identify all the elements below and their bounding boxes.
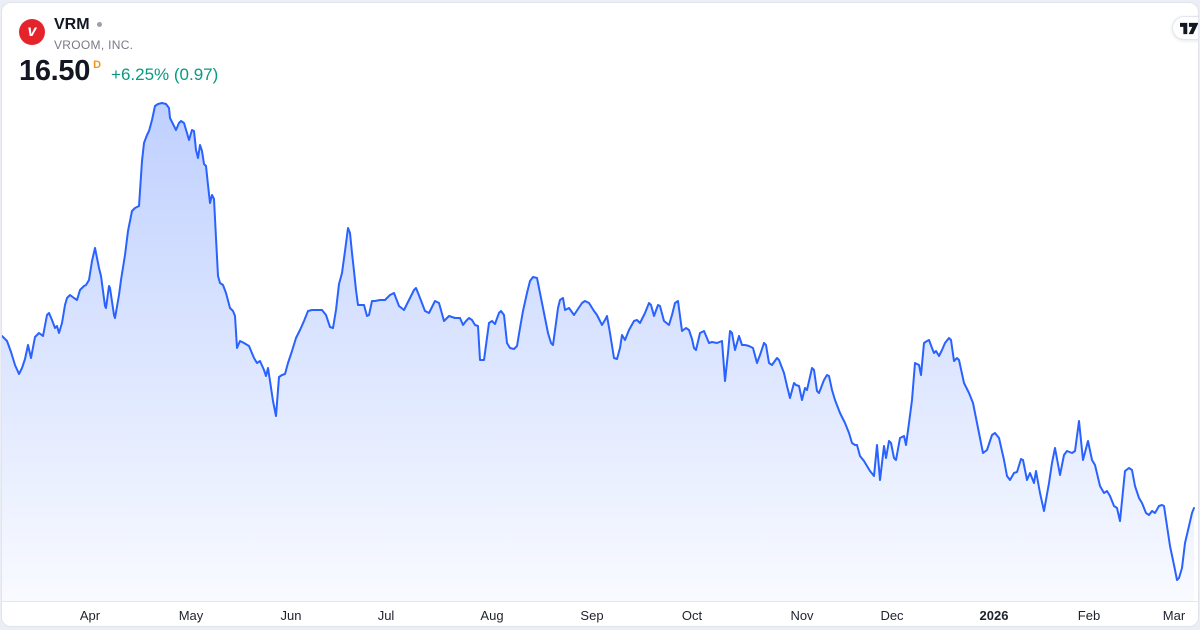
x-axis-label: Aug (480, 608, 504, 623)
logo-letter: v (27, 23, 37, 40)
company-name: VROOM, INC. (54, 38, 134, 52)
market-status-dot-icon (96, 21, 102, 27)
price-area (2, 103, 1194, 601)
x-axis-label: Feb (1077, 608, 1101, 623)
x-axis-label: Nov (790, 608, 814, 623)
price-chart (2, 102, 1195, 601)
x-axis-label: Jul (377, 608, 395, 623)
x-axis-label: Sep (580, 608, 604, 623)
x-axis-label: Mar (1162, 608, 1186, 623)
symbol-ticker[interactable]: VRM (54, 16, 90, 33)
x-axis-label: Dec (880, 608, 904, 623)
price-line (2, 102, 1195, 581)
interval-badge: D (93, 59, 102, 71)
x-axis: Apr May Jun Jul Aug Sep Oct Nov Dec 2026 Feb Mar (2, 601, 1198, 626)
x-axis-label: 2026 (979, 608, 1009, 623)
tradingview-icon (1180, 22, 1198, 34)
x-axis-label: Apr (79, 608, 101, 623)
price-change: +6.25% (0.97) (111, 65, 219, 84)
vroom-logo-icon: v (19, 19, 45, 45)
tradingview-logo-button[interactable] (1172, 16, 1198, 40)
x-axis-label: Oct (681, 608, 703, 623)
price-row: 16.50 D +6.25% (0.97) (19, 55, 218, 88)
x-axis-label: May (178, 608, 204, 623)
x-axis-label: Jun (280, 608, 302, 623)
symbol-header[interactable]: v VRM VROOM, INC. (19, 16, 133, 52)
last-price: 16.50 (19, 55, 91, 87)
